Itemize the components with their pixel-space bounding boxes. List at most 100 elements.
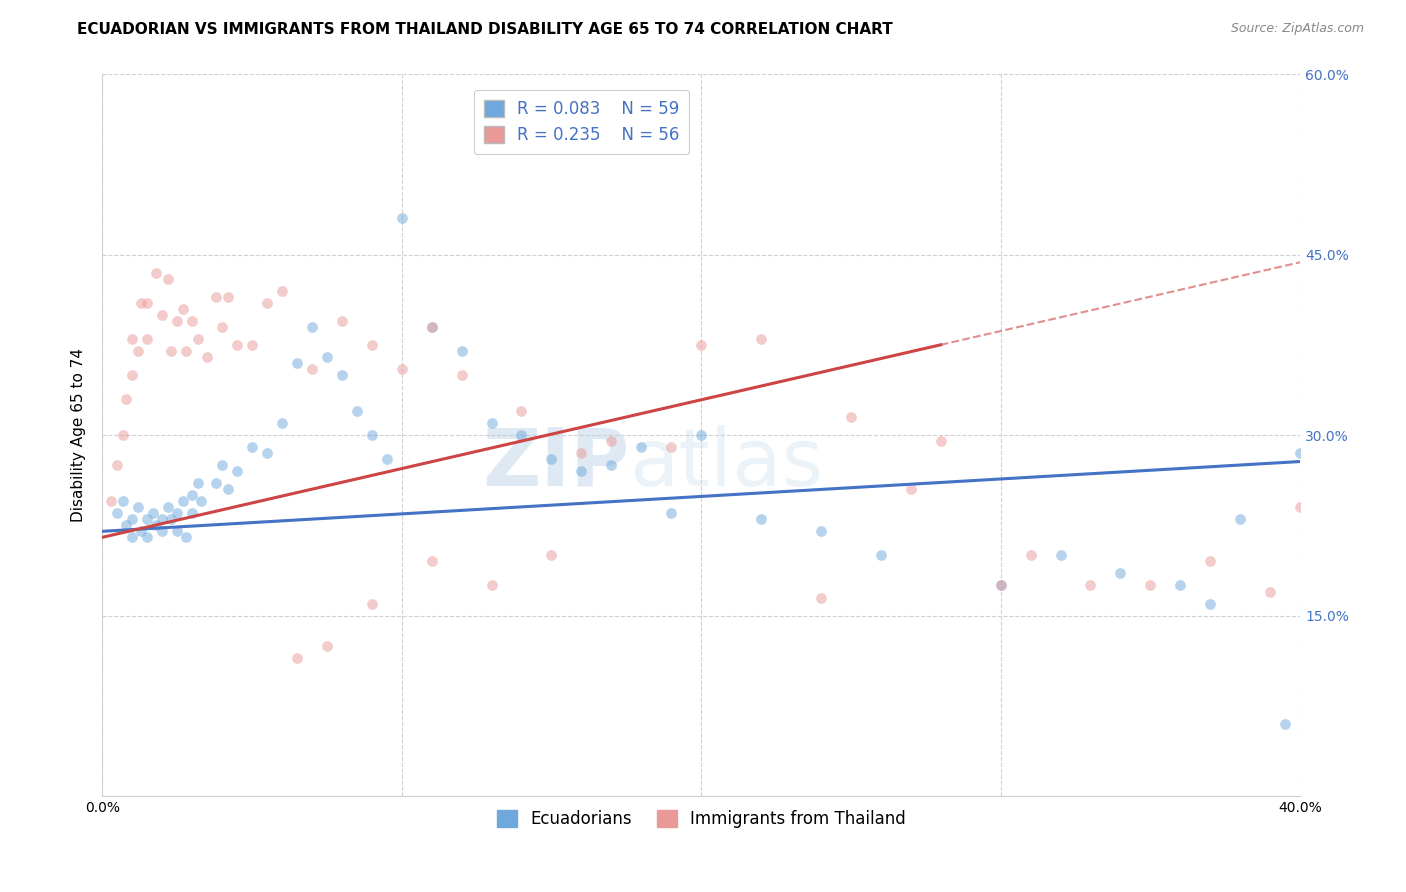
Point bbox=[270, 416, 292, 430]
Point bbox=[174, 343, 197, 358]
Point bbox=[630, 440, 652, 454]
Point bbox=[1258, 584, 1281, 599]
Point bbox=[270, 284, 292, 298]
Point bbox=[900, 482, 922, 496]
Y-axis label: Disability Age 65 to 74: Disability Age 65 to 74 bbox=[72, 348, 86, 522]
Point bbox=[749, 512, 772, 526]
Point bbox=[391, 211, 413, 226]
Point bbox=[810, 591, 832, 605]
Point bbox=[240, 338, 263, 352]
Point bbox=[121, 332, 143, 346]
Point bbox=[157, 500, 180, 515]
Point bbox=[190, 494, 212, 508]
Point bbox=[690, 338, 713, 352]
Point bbox=[217, 482, 239, 496]
Point bbox=[121, 530, 143, 544]
Point bbox=[205, 290, 228, 304]
Point bbox=[360, 428, 382, 442]
Point bbox=[315, 639, 337, 653]
Point bbox=[1199, 554, 1222, 568]
Point bbox=[420, 319, 443, 334]
Point bbox=[569, 446, 592, 460]
Point bbox=[211, 458, 233, 472]
Point bbox=[450, 343, 472, 358]
Point bbox=[166, 506, 188, 520]
Point bbox=[1229, 512, 1251, 526]
Point bbox=[330, 368, 353, 382]
Point bbox=[285, 356, 308, 370]
Point bbox=[510, 428, 533, 442]
Point bbox=[145, 266, 167, 280]
Point bbox=[142, 506, 165, 520]
Point bbox=[240, 440, 263, 454]
Point bbox=[1289, 500, 1312, 515]
Point bbox=[150, 512, 173, 526]
Point bbox=[659, 506, 682, 520]
Point bbox=[105, 506, 128, 520]
Point bbox=[301, 362, 323, 376]
Point bbox=[450, 368, 472, 382]
Point bbox=[226, 464, 249, 478]
Point bbox=[256, 446, 278, 460]
Legend: Ecuadorians, Immigrants from Thailand: Ecuadorians, Immigrants from Thailand bbox=[489, 803, 912, 835]
Point bbox=[1199, 597, 1222, 611]
Point bbox=[1139, 578, 1161, 592]
Point bbox=[990, 578, 1012, 592]
Text: Source: ZipAtlas.com: Source: ZipAtlas.com bbox=[1230, 22, 1364, 36]
Point bbox=[172, 301, 194, 316]
Point bbox=[157, 271, 180, 285]
Point bbox=[187, 332, 209, 346]
Point bbox=[121, 368, 143, 382]
Point bbox=[330, 314, 353, 328]
Point bbox=[150, 524, 173, 539]
Point bbox=[569, 464, 592, 478]
Point bbox=[127, 343, 149, 358]
Point bbox=[600, 434, 623, 448]
Point bbox=[136, 295, 159, 310]
Point bbox=[420, 554, 443, 568]
Point bbox=[226, 338, 249, 352]
Point bbox=[391, 362, 413, 376]
Point bbox=[195, 350, 218, 364]
Point bbox=[285, 650, 308, 665]
Point bbox=[690, 428, 713, 442]
Point bbox=[1289, 446, 1312, 460]
Point bbox=[360, 338, 382, 352]
Text: ECUADORIAN VS IMMIGRANTS FROM THAILAND DISABILITY AGE 65 TO 74 CORRELATION CHART: ECUADORIAN VS IMMIGRANTS FROM THAILAND D… bbox=[77, 22, 893, 37]
Point bbox=[869, 549, 891, 563]
Point bbox=[205, 476, 228, 491]
Point bbox=[420, 319, 443, 334]
Point bbox=[659, 440, 682, 454]
Point bbox=[145, 518, 167, 533]
Point bbox=[187, 476, 209, 491]
Point bbox=[1168, 578, 1191, 592]
Point bbox=[481, 416, 503, 430]
Point bbox=[1274, 717, 1296, 731]
Point bbox=[166, 524, 188, 539]
Point bbox=[929, 434, 952, 448]
Point bbox=[217, 290, 239, 304]
Point bbox=[172, 494, 194, 508]
Point bbox=[346, 404, 368, 418]
Point bbox=[749, 332, 772, 346]
Point bbox=[105, 458, 128, 472]
Point bbox=[1019, 549, 1042, 563]
Point bbox=[301, 319, 323, 334]
Point bbox=[510, 404, 533, 418]
Point bbox=[375, 452, 398, 467]
Point bbox=[540, 452, 562, 467]
Point bbox=[540, 549, 562, 563]
Point bbox=[1080, 578, 1102, 592]
Point bbox=[121, 512, 143, 526]
Point bbox=[315, 350, 337, 364]
Point bbox=[360, 597, 382, 611]
Point bbox=[174, 530, 197, 544]
Point bbox=[839, 409, 862, 424]
Point bbox=[481, 578, 503, 592]
Point bbox=[810, 524, 832, 539]
Point bbox=[100, 494, 122, 508]
Point bbox=[160, 512, 183, 526]
Point bbox=[115, 518, 138, 533]
Point bbox=[181, 488, 204, 502]
Point bbox=[181, 506, 204, 520]
